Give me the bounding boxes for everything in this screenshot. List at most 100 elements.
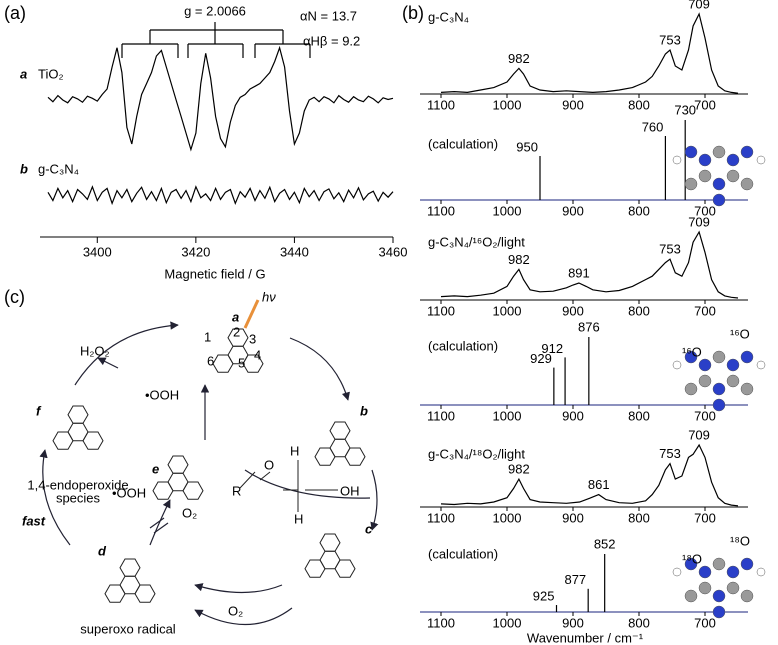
x-tick-label: 900 bbox=[562, 510, 584, 525]
substrate-atom: H bbox=[290, 443, 299, 458]
atom bbox=[740, 382, 754, 396]
series-tag: b bbox=[20, 161, 28, 176]
arrow bbox=[74, 321, 179, 386]
series-tag: a bbox=[20, 66, 27, 81]
stick-label: 877 bbox=[564, 572, 586, 587]
spectrum-line bbox=[440, 230, 739, 299]
x-tick-label: 1100 bbox=[427, 97, 455, 112]
spectrum-line bbox=[440, 12, 739, 94]
chart-title: (calculation) bbox=[428, 136, 498, 151]
reaction-arrows bbox=[39, 299, 379, 626]
x-tick-label: 1000 bbox=[493, 408, 522, 423]
ring bbox=[67, 405, 89, 424]
atom bbox=[698, 169, 712, 183]
product: H₂O₂ bbox=[80, 343, 110, 358]
species-label: b bbox=[360, 403, 368, 418]
peak-label: 709 bbox=[688, 427, 710, 442]
peak-label: 982 bbox=[508, 252, 530, 267]
spectrum-line bbox=[440, 443, 739, 507]
atom bbox=[698, 358, 712, 372]
substrate-atom: OH bbox=[340, 483, 360, 498]
peak-label: 891 bbox=[568, 265, 590, 280]
x-axis-label: Wavenumber / cm⁻¹ bbox=[527, 630, 644, 645]
ring bbox=[134, 584, 156, 603]
atom bbox=[712, 589, 726, 603]
x-tick-label: 800 bbox=[628, 303, 650, 318]
x-axis-label: Magnetic field / G bbox=[164, 266, 265, 281]
chart-title: (calculation) bbox=[428, 546, 498, 561]
x-tick-label: 1000 bbox=[493, 97, 522, 112]
caption: species bbox=[56, 490, 101, 505]
x-tick-label: 1000 bbox=[493, 510, 522, 525]
x-tick-label: 1000 bbox=[493, 303, 522, 318]
species-label: a bbox=[232, 309, 239, 324]
x-tick-label: 1100 bbox=[427, 203, 455, 218]
atom-number: 3 bbox=[249, 331, 256, 346]
series-label: TiO₂ bbox=[38, 66, 64, 81]
arrow bbox=[370, 469, 379, 531]
x-tick-label: 1000 bbox=[493, 615, 522, 630]
stick-label: 852 bbox=[594, 536, 616, 551]
ring bbox=[119, 558, 141, 577]
x-tick-label: 700 bbox=[694, 97, 716, 112]
x-tick-label: 800 bbox=[628, 408, 650, 423]
hyperfine-bracket bbox=[121, 22, 311, 58]
caption: 1,4-endoperoxide bbox=[27, 477, 128, 492]
substrate-atom: H bbox=[294, 511, 303, 526]
x-tick-label: 1100 bbox=[427, 408, 455, 423]
atom bbox=[756, 567, 766, 577]
stick-label: 730 bbox=[674, 102, 696, 117]
atom bbox=[712, 382, 726, 396]
x-tick-label: 800 bbox=[628, 615, 650, 630]
annotation: g = 2.0066 bbox=[184, 3, 246, 18]
atom-label: ¹⁸O bbox=[730, 533, 750, 548]
atom bbox=[712, 193, 726, 207]
atom bbox=[672, 360, 682, 370]
substrate-atom: O bbox=[264, 457, 274, 472]
atom-label: ¹⁶O bbox=[682, 344, 702, 359]
panel-label: (b) bbox=[402, 3, 424, 23]
arrow bbox=[39, 449, 71, 546]
ring bbox=[152, 481, 174, 500]
ring bbox=[104, 584, 126, 603]
atom-number: 1 bbox=[204, 329, 211, 344]
stick-label: 876 bbox=[578, 319, 600, 334]
arrow bbox=[149, 499, 171, 546]
atom bbox=[726, 374, 740, 388]
ring bbox=[52, 431, 74, 450]
atom bbox=[698, 374, 712, 388]
radical: •OOH bbox=[112, 485, 146, 500]
step-label: fast bbox=[22, 513, 46, 528]
x-tick-label: 900 bbox=[562, 408, 584, 423]
atom bbox=[726, 169, 740, 183]
atom bbox=[726, 581, 740, 595]
x-tick-label: 900 bbox=[562, 97, 584, 112]
light-arrow bbox=[243, 299, 260, 329]
chart-title: g-C₃N₄ bbox=[428, 9, 469, 24]
stick-label: 912 bbox=[541, 341, 563, 356]
x-tick-label: 3400 bbox=[83, 244, 112, 259]
chart-title: (calculation) bbox=[428, 338, 498, 353]
atom bbox=[756, 155, 766, 165]
ring bbox=[227, 328, 249, 347]
atom bbox=[726, 153, 740, 167]
x-tick-label: 3460 bbox=[379, 244, 408, 259]
arrow bbox=[194, 607, 293, 626]
atom bbox=[672, 155, 682, 165]
atom bbox=[712, 177, 726, 191]
ring bbox=[212, 354, 234, 373]
species-label: e bbox=[152, 461, 159, 476]
chart-title: g-C₃N₄/¹⁶O₂/light bbox=[428, 234, 525, 249]
atom bbox=[698, 581, 712, 595]
radical: •OOH bbox=[145, 387, 179, 402]
atom-number: 4 bbox=[254, 347, 261, 362]
ring bbox=[319, 533, 341, 552]
atom-label: ¹⁶O bbox=[730, 326, 750, 341]
x-tick-label: 1100 bbox=[427, 510, 455, 525]
panel-label: (a) bbox=[4, 3, 26, 23]
spectrum-line bbox=[47, 185, 394, 206]
ring bbox=[329, 421, 351, 440]
ring bbox=[304, 559, 326, 578]
substrate-bonds bbox=[239, 460, 338, 512]
